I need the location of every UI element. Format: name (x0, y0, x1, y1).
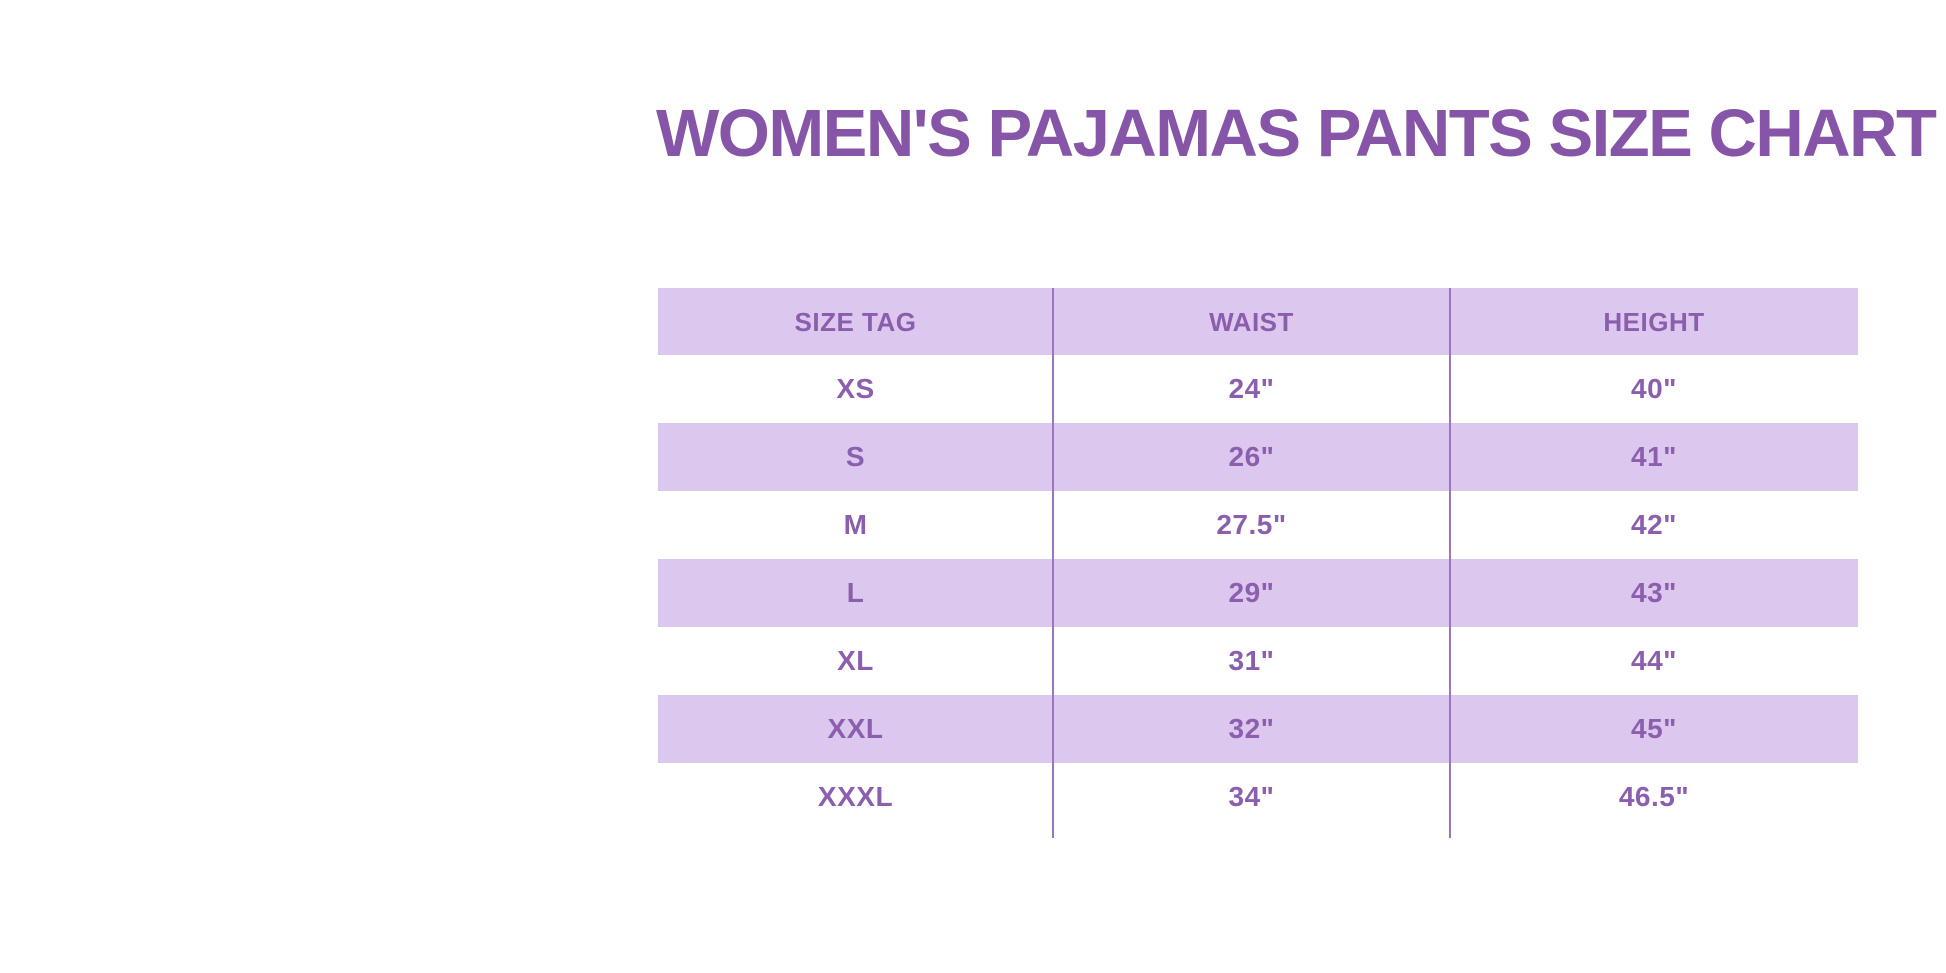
cell-waist: 26" (1228, 441, 1275, 472)
cell-size: XXXL (817, 781, 894, 812)
cell-height: 40" (1631, 373, 1677, 404)
cell-waist: 34" (1228, 781, 1275, 812)
cell-waist: 27.5" (1216, 509, 1287, 540)
table-row: XXL 32" 45" (658, 695, 1858, 763)
cell-height: 42" (1631, 509, 1677, 540)
cell-height: 43" (1631, 577, 1677, 608)
cell-size: M (843, 509, 868, 540)
cell-height: 46.5" (1618, 781, 1690, 812)
cell-height: 45" (1631, 713, 1677, 744)
size-chart-table: SIZE TAG WAIST HEIGHT XS 24" 40" S 26" 4… (658, 288, 1858, 838)
column-header-size-tag: SIZE TAG (794, 306, 917, 337)
cell-height: 41" (1631, 441, 1677, 472)
table-row: XL 31" 44" (658, 627, 1858, 695)
cell-size: S (845, 441, 866, 472)
cell-size: XS (836, 373, 875, 404)
cell-waist: 31" (1228, 645, 1275, 676)
table-row: XS 24" 40" (658, 355, 1858, 423)
table-row: L 29" 43" (658, 559, 1858, 627)
cell-waist: 29" (1228, 577, 1275, 608)
table-row: XXXL 34" 46.5" (658, 763, 1858, 831)
cell-size: XL (837, 645, 874, 676)
cell-waist: 32" (1228, 713, 1275, 744)
cell-size: XXL (827, 713, 884, 744)
column-divider (1449, 288, 1451, 838)
cell-size: L (846, 577, 865, 608)
table-header-row: SIZE TAG WAIST HEIGHT (658, 288, 1858, 355)
column-header-waist: WAIST (1209, 306, 1294, 337)
page-title: WOMEN'S PAJAMAS PANTS SIZE CHART (656, 96, 1937, 171)
cell-waist: 24" (1228, 373, 1275, 404)
table-row: M 27.5" 42" (658, 491, 1858, 559)
column-divider (1052, 288, 1054, 838)
column-header-height: HEIGHT (1603, 306, 1705, 337)
cell-height: 44" (1631, 645, 1677, 676)
table-row: S 26" 41" (658, 423, 1858, 491)
